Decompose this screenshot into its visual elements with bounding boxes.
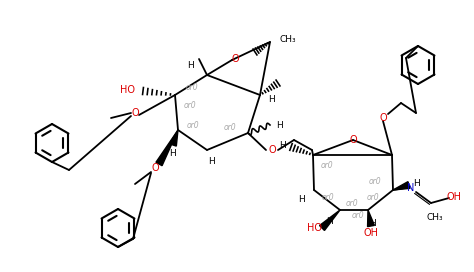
Text: or0: or0 [321, 160, 333, 169]
Text: or0: or0 [187, 120, 199, 129]
Text: H: H [280, 141, 286, 150]
Polygon shape [156, 130, 178, 166]
Text: H: H [414, 180, 420, 188]
Text: O: O [231, 54, 239, 64]
Text: or0: or0 [367, 193, 379, 202]
Polygon shape [319, 210, 340, 230]
Text: or0: or0 [352, 211, 365, 220]
Text: O: O [131, 108, 139, 118]
Text: OH: OH [447, 192, 462, 202]
Text: H: H [299, 196, 305, 205]
Text: CH₃: CH₃ [427, 214, 443, 222]
Text: or0: or0 [322, 193, 334, 202]
Text: O: O [379, 113, 387, 123]
Text: H: H [188, 60, 194, 70]
Polygon shape [170, 130, 178, 146]
Text: H: H [269, 94, 275, 104]
Text: or0: or0 [224, 122, 237, 131]
Text: H: H [277, 120, 283, 129]
Text: N: N [407, 183, 415, 193]
Polygon shape [367, 210, 374, 227]
Text: or0: or0 [346, 199, 358, 209]
Text: or0: or0 [184, 100, 196, 110]
Text: H: H [209, 156, 215, 165]
Polygon shape [393, 182, 410, 190]
Text: HO: HO [120, 85, 136, 95]
Text: O: O [349, 135, 357, 145]
Text: O: O [151, 163, 159, 173]
Text: OH: OH [364, 228, 379, 238]
Text: H: H [170, 150, 176, 159]
Text: or0: or0 [369, 178, 381, 187]
Text: HO: HO [308, 223, 322, 233]
Text: O: O [268, 145, 276, 155]
Text: or0: or0 [186, 84, 198, 92]
Text: CH₃: CH₃ [280, 35, 296, 44]
Text: H: H [327, 218, 333, 227]
Text: H: H [370, 218, 376, 227]
